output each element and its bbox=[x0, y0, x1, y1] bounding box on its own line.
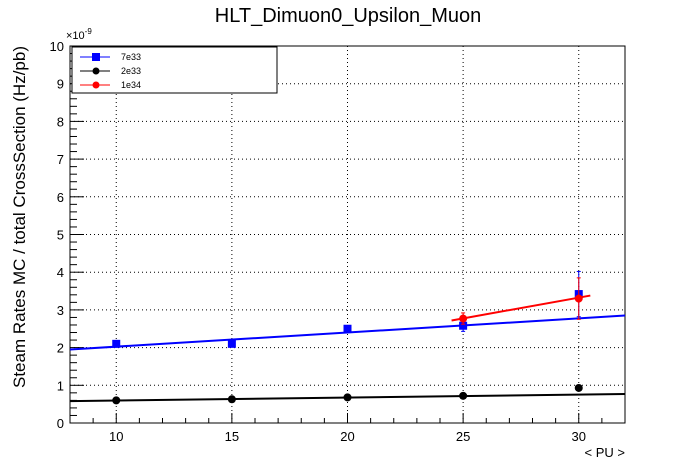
legend-marker bbox=[92, 67, 100, 75]
x-tick-label: 10 bbox=[109, 429, 123, 444]
data-point-1e34 bbox=[459, 314, 468, 323]
series-layer bbox=[69, 270, 626, 405]
x-tick-label: 20 bbox=[340, 429, 354, 444]
data-point-7e33 bbox=[112, 339, 121, 348]
data-point-2e33 bbox=[574, 383, 583, 392]
x-tick-label: 15 bbox=[225, 429, 239, 444]
legend-label: 1e34 bbox=[121, 80, 141, 90]
series-1e34 bbox=[451, 277, 591, 325]
series-2e33 bbox=[69, 383, 626, 405]
legend-entry-7e33: 7e33 bbox=[80, 52, 141, 62]
axes: 10 15 20 25 30 0 1 2 3 4 5 6 7 8 9 10 bbox=[50, 39, 626, 444]
y-tick-label: 5 bbox=[57, 228, 64, 243]
y-tick-label: 10 bbox=[50, 39, 64, 54]
fit-line-1e34 bbox=[451, 294, 591, 322]
legend: 7e33 2e33 1e34 bbox=[71, 46, 278, 94]
data-point-7e33 bbox=[343, 324, 352, 333]
y-tick-label: 1 bbox=[57, 378, 64, 393]
y-tick-label: 7 bbox=[57, 152, 64, 167]
legend-box bbox=[71, 46, 278, 94]
y-tick-label: 2 bbox=[57, 341, 64, 356]
y-axis-label: Steam Rates MC / total CrossSection (Hz/… bbox=[10, 46, 29, 388]
y-tick-label: 6 bbox=[57, 190, 64, 205]
y-tick-label: 0 bbox=[57, 416, 64, 431]
y-tick-label: 4 bbox=[57, 265, 64, 280]
y-exponent-base: ×10 bbox=[66, 30, 85, 42]
data-point-7e33 bbox=[227, 339, 236, 348]
x-tick-label: 25 bbox=[456, 429, 470, 444]
y-tick-label: 8 bbox=[57, 114, 64, 129]
data-point-2e33 bbox=[343, 393, 352, 402]
data-point-7e33 bbox=[459, 321, 468, 330]
chart-title: HLT_Dimuon0_Upsilon_Muon bbox=[215, 5, 481, 27]
y-tick-label: 3 bbox=[57, 303, 64, 318]
grid bbox=[70, 46, 625, 423]
data-point-1e34 bbox=[574, 294, 583, 303]
y-exponent-label: ×10-9 bbox=[66, 27, 92, 42]
legend-marker bbox=[92, 81, 100, 89]
x-tick-label: 30 bbox=[572, 429, 586, 444]
data-point-2e33 bbox=[112, 396, 121, 405]
x-axis-label: < PU > bbox=[585, 445, 625, 460]
data-point-2e33 bbox=[227, 395, 236, 404]
y-tick-label: 9 bbox=[57, 77, 64, 92]
legend-marker bbox=[92, 53, 100, 61]
legend-label: 7e33 bbox=[121, 52, 141, 62]
data-point-2e33 bbox=[459, 391, 468, 400]
legend-entry-2e33: 2e33 bbox=[80, 66, 141, 76]
legend-label: 2e33 bbox=[121, 66, 141, 76]
y-exponent-power: -9 bbox=[85, 27, 93, 36]
legend-entry-1e34: 1e34 bbox=[80, 80, 141, 90]
